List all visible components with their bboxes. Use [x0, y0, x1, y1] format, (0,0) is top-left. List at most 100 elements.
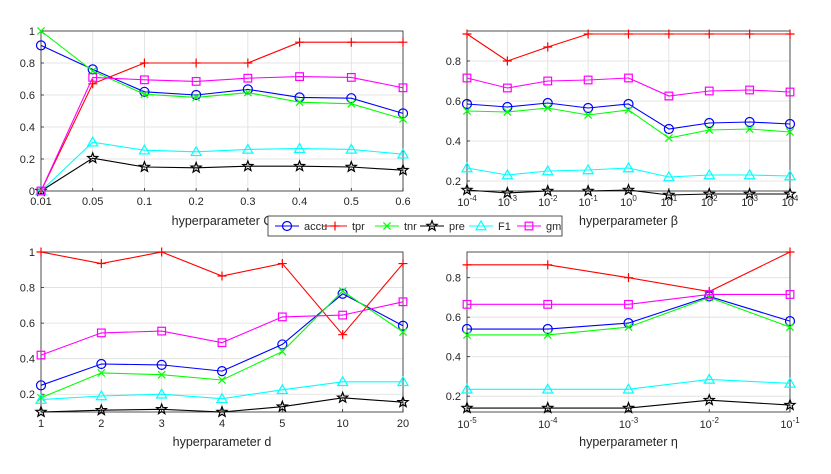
- point-tpr: [277, 259, 287, 269]
- point-gm: [624, 299, 633, 309]
- point-accu: [583, 102, 594, 114]
- series-tnr: [36, 287, 408, 402]
- point-tpr: [157, 247, 167, 257]
- y-tick-label: 0.6: [20, 90, 35, 102]
- point-F1: [34, 393, 48, 404]
- x-tick-label: 0.5: [344, 196, 359, 208]
- legend-label: pre: [449, 221, 465, 233]
- series-line-F1: [466, 167, 791, 178]
- point-tpr: [217, 271, 227, 281]
- legend-label: tpr: [352, 221, 365, 233]
- axes-box-c: [40, 30, 404, 192]
- series-pre: [34, 151, 410, 197]
- x-tick-label: 0.6: [395, 196, 410, 208]
- series-pre: [460, 393, 797, 414]
- point-tnr: [503, 107, 512, 117]
- point-F1: [95, 389, 108, 401]
- series-line-F1: [40, 381, 403, 401]
- x-tick-label: 10-1: [780, 416, 800, 431]
- point-pre: [460, 182, 474, 196]
- point-tpr: [191, 58, 201, 68]
- x-tick-label: 2: [98, 418, 104, 430]
- point-pre: [396, 395, 410, 408]
- point-F1: [541, 164, 554, 176]
- point-accu: [35, 40, 47, 51]
- point-accu: [96, 358, 107, 370]
- point-tpr: [624, 273, 633, 283]
- point-tnr: [398, 327, 408, 337]
- point-gm: [502, 83, 512, 93]
- legend-marker-accu: [281, 220, 293, 232]
- point-gm: [398, 83, 408, 93]
- point-gm: [543, 76, 553, 86]
- x-axis-label-c: hyperparameter C: [172, 214, 273, 228]
- point-pre: [275, 399, 290, 413]
- series-F1: [34, 135, 410, 196]
- point-tnr: [624, 105, 633, 115]
- y-tick-label: 0.4: [446, 352, 461, 364]
- point-F1: [345, 143, 358, 154]
- point-F1: [336, 375, 349, 387]
- point-gm: [583, 75, 593, 85]
- x-tick-label: 10-5: [457, 416, 477, 431]
- point-gm: [346, 72, 356, 82]
- y-tick-label: 0.4: [20, 122, 35, 134]
- point-accu: [277, 339, 288, 350]
- point-gm: [338, 310, 348, 320]
- point-tnr: [347, 99, 356, 108]
- y-tick-label: 0.2: [20, 389, 35, 401]
- x-tick-label: 10-2: [538, 194, 558, 209]
- series-tpr: [36, 37, 408, 196]
- point-pre: [702, 186, 716, 200]
- point-tpr: [398, 259, 408, 269]
- point-tpr: [624, 29, 633, 39]
- panel-c: 0 0.2 0.4 0.6 0.8 1 0.01 0.05 0.1 0.2 0.3 0.4 0.5 0.6…: [20, 26, 411, 228]
- point-accu: [191, 89, 202, 101]
- panel-beta: 0.2 0.4 0.6 0.8 10-4 10-3 10-2 10-1 100 101 102 103…: [446, 29, 799, 228]
- point-pre: [500, 185, 515, 199]
- point-pre: [189, 160, 203, 174]
- x-tick-label: 20: [397, 418, 409, 430]
- point-pre: [541, 183, 555, 197]
- point-gm: [543, 299, 553, 309]
- point-accu: [397, 320, 409, 331]
- point-accu: [623, 98, 634, 110]
- point-tnr: [140, 90, 149, 99]
- point-tnr: [462, 106, 472, 116]
- point-gm: [785, 290, 795, 299]
- point-pre: [86, 151, 100, 164]
- point-tnr: [705, 125, 714, 135]
- series-pre: [34, 390, 410, 418]
- point-F1: [783, 377, 797, 388]
- legend-label: tnr: [404, 221, 417, 233]
- x-tick-label: 1: [38, 418, 44, 430]
- point-F1: [86, 135, 99, 147]
- point-F1: [703, 373, 716, 384]
- panel-d: 0.2 0.4 0.6 0.8 1 1 2 3 4 5 10 20 hyperparameter d: [20, 247, 410, 449]
- point-gm: [704, 86, 714, 96]
- point-F1: [783, 169, 797, 181]
- y-tick-label: 0.4: [20, 354, 35, 366]
- point-tpr: [704, 29, 714, 39]
- y-tick-label: 0.6: [20, 318, 35, 330]
- y-tick-label: 0.6: [446, 312, 461, 324]
- point-pre: [783, 186, 797, 200]
- point-pre: [702, 393, 716, 406]
- point-pre: [137, 159, 152, 173]
- x-tick-label: 5: [279, 418, 285, 430]
- point-accu: [216, 366, 228, 377]
- y-tick-label: 0.2: [446, 391, 461, 403]
- point-gm: [704, 290, 714, 299]
- point-F1: [582, 163, 595, 175]
- series-gm: [462, 73, 795, 101]
- y-tick-label: 0: [29, 186, 35, 198]
- series-line-gm: [40, 76, 404, 192]
- point-accu: [397, 108, 409, 119]
- point-gm: [157, 326, 167, 336]
- series-F1: [460, 161, 797, 182]
- x-tick-label: 4: [219, 418, 225, 430]
- point-F1: [622, 383, 635, 394]
- point-pre: [460, 401, 474, 414]
- panel-eta: 0.2 0.4 0.6 0.8 10-5 10-4 10-3 10-2 10-1 hyperpar…: [446, 247, 800, 449]
